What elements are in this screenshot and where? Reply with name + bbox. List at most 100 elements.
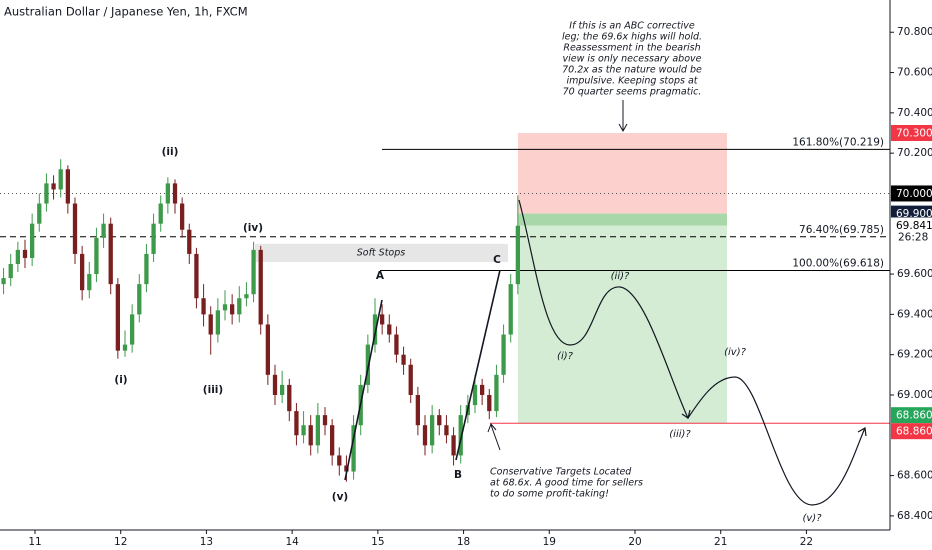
arrow xyxy=(490,424,501,451)
level-label: 100.00%(69.618) xyxy=(792,257,884,269)
y-tick-label: 69.200 xyxy=(897,349,932,361)
open-profit-zone xyxy=(518,213,727,226)
note-line: Conservative Targets Located xyxy=(490,467,632,478)
candle-body xyxy=(294,411,299,436)
candle-body xyxy=(44,183,49,204)
note-line: to do some profit-taking! xyxy=(490,489,609,500)
note-line: 70 quarter seems pragmatic. xyxy=(563,87,702,98)
y-tick-label: 69.600 xyxy=(897,268,932,280)
candle-body xyxy=(494,374,499,412)
candle-body xyxy=(265,324,270,375)
wave-label: C xyxy=(493,254,501,266)
price-badge xyxy=(891,217,932,234)
candle-body xyxy=(137,284,142,315)
candle-body xyxy=(194,253,199,299)
candle-body xyxy=(187,229,192,254)
arrow-head xyxy=(857,427,867,437)
candle-body xyxy=(422,425,428,446)
candle-body xyxy=(472,384,478,406)
wave-label: (ii)? xyxy=(611,271,630,282)
candle-body xyxy=(437,415,442,426)
x-tick-label: 22 xyxy=(800,536,813,548)
candle-body xyxy=(287,384,292,412)
price-badge-label: 68.860 xyxy=(896,426,932,438)
candle-body xyxy=(37,203,42,224)
note-line: at 68.6x. A good time for sellers xyxy=(490,478,643,489)
candle-body xyxy=(1,278,6,285)
candles xyxy=(1,159,520,482)
projection-path xyxy=(518,199,866,506)
candle-body xyxy=(115,284,120,351)
wave-label: (v)? xyxy=(802,513,822,524)
wave-label: (iii)? xyxy=(669,429,691,440)
price-badge-label: 70.300 xyxy=(896,128,932,140)
candle-body xyxy=(94,237,99,275)
note-line: If this is an ABC corrective xyxy=(569,21,695,32)
wave-label: (ii) xyxy=(162,146,179,158)
chart-title: Australian Dollar / Japanese Yen, 1h, FX… xyxy=(4,5,248,19)
candle-body xyxy=(344,465,349,472)
wave-line xyxy=(455,269,501,461)
arrow-head xyxy=(618,123,628,133)
candle-body xyxy=(108,223,113,285)
note-line: 70.2x as the nature would be xyxy=(562,65,702,76)
price-badge-label: 69.841 xyxy=(896,220,932,232)
price-badge-label: 69.900 xyxy=(896,208,932,220)
candle-body xyxy=(180,203,185,230)
wave-label: (iv) xyxy=(243,222,263,234)
candle-body xyxy=(444,425,449,436)
y-tick-label: 69.000 xyxy=(897,389,932,401)
candle-body xyxy=(208,314,213,335)
note-line: impulsive. Keeping stops at xyxy=(566,76,698,87)
candle-body xyxy=(365,344,370,385)
candle-body xyxy=(308,425,313,446)
y-tick-label: 69.400 xyxy=(897,308,932,320)
price-badge xyxy=(891,125,932,142)
candle-body xyxy=(237,298,242,315)
candle-body xyxy=(8,263,13,279)
candle-body xyxy=(415,394,420,426)
note-line: leg; the 69.6x highs will hold. xyxy=(562,32,702,43)
candle-body xyxy=(480,384,485,395)
candle-body xyxy=(487,394,492,412)
candle-body xyxy=(330,425,335,456)
note-line: view is only necessary above xyxy=(563,54,702,65)
price-badge-label: 70.000 xyxy=(896,188,932,200)
candle-body xyxy=(22,249,28,258)
candle-body xyxy=(380,314,385,325)
candle-body xyxy=(222,304,228,311)
candle-body xyxy=(401,354,406,365)
note-line: Reassessment in the bearish xyxy=(563,43,700,54)
wave-line xyxy=(344,299,383,481)
candle-body xyxy=(101,223,106,238)
candle-body xyxy=(158,203,163,224)
candle-body xyxy=(451,435,456,456)
wave-label: A xyxy=(376,270,385,282)
price-badge xyxy=(891,407,932,424)
candle-body xyxy=(72,203,78,254)
level-label: 76.40%(69.785) xyxy=(799,224,884,236)
candle-body xyxy=(80,253,85,291)
candle-body xyxy=(251,249,256,295)
y-tick-label: 68.600 xyxy=(897,470,932,482)
y-tick-label: 70.600 xyxy=(897,67,932,79)
countdown-badge xyxy=(891,230,932,245)
candle-body xyxy=(280,384,285,395)
arrow-head xyxy=(487,423,497,433)
x-tick-label: 18 xyxy=(457,536,470,548)
candle-body xyxy=(87,274,92,291)
x-tick-label: 14 xyxy=(285,536,299,548)
candle-body xyxy=(30,223,35,258)
candle-body xyxy=(51,183,56,190)
candle-body xyxy=(387,324,392,335)
x-tick-label: 15 xyxy=(371,536,384,548)
candle-body xyxy=(58,169,63,190)
zones: Soft Stops 161.80%(70.219) 76.40%(69.785) 1… xyxy=(0,133,890,424)
wave-label: (i) xyxy=(114,374,127,386)
wave-label: B xyxy=(454,469,462,481)
stop-zone xyxy=(518,133,727,214)
price-badge-label: 68.860 xyxy=(896,410,932,422)
candle-body xyxy=(165,183,170,204)
price-badge xyxy=(891,423,932,440)
